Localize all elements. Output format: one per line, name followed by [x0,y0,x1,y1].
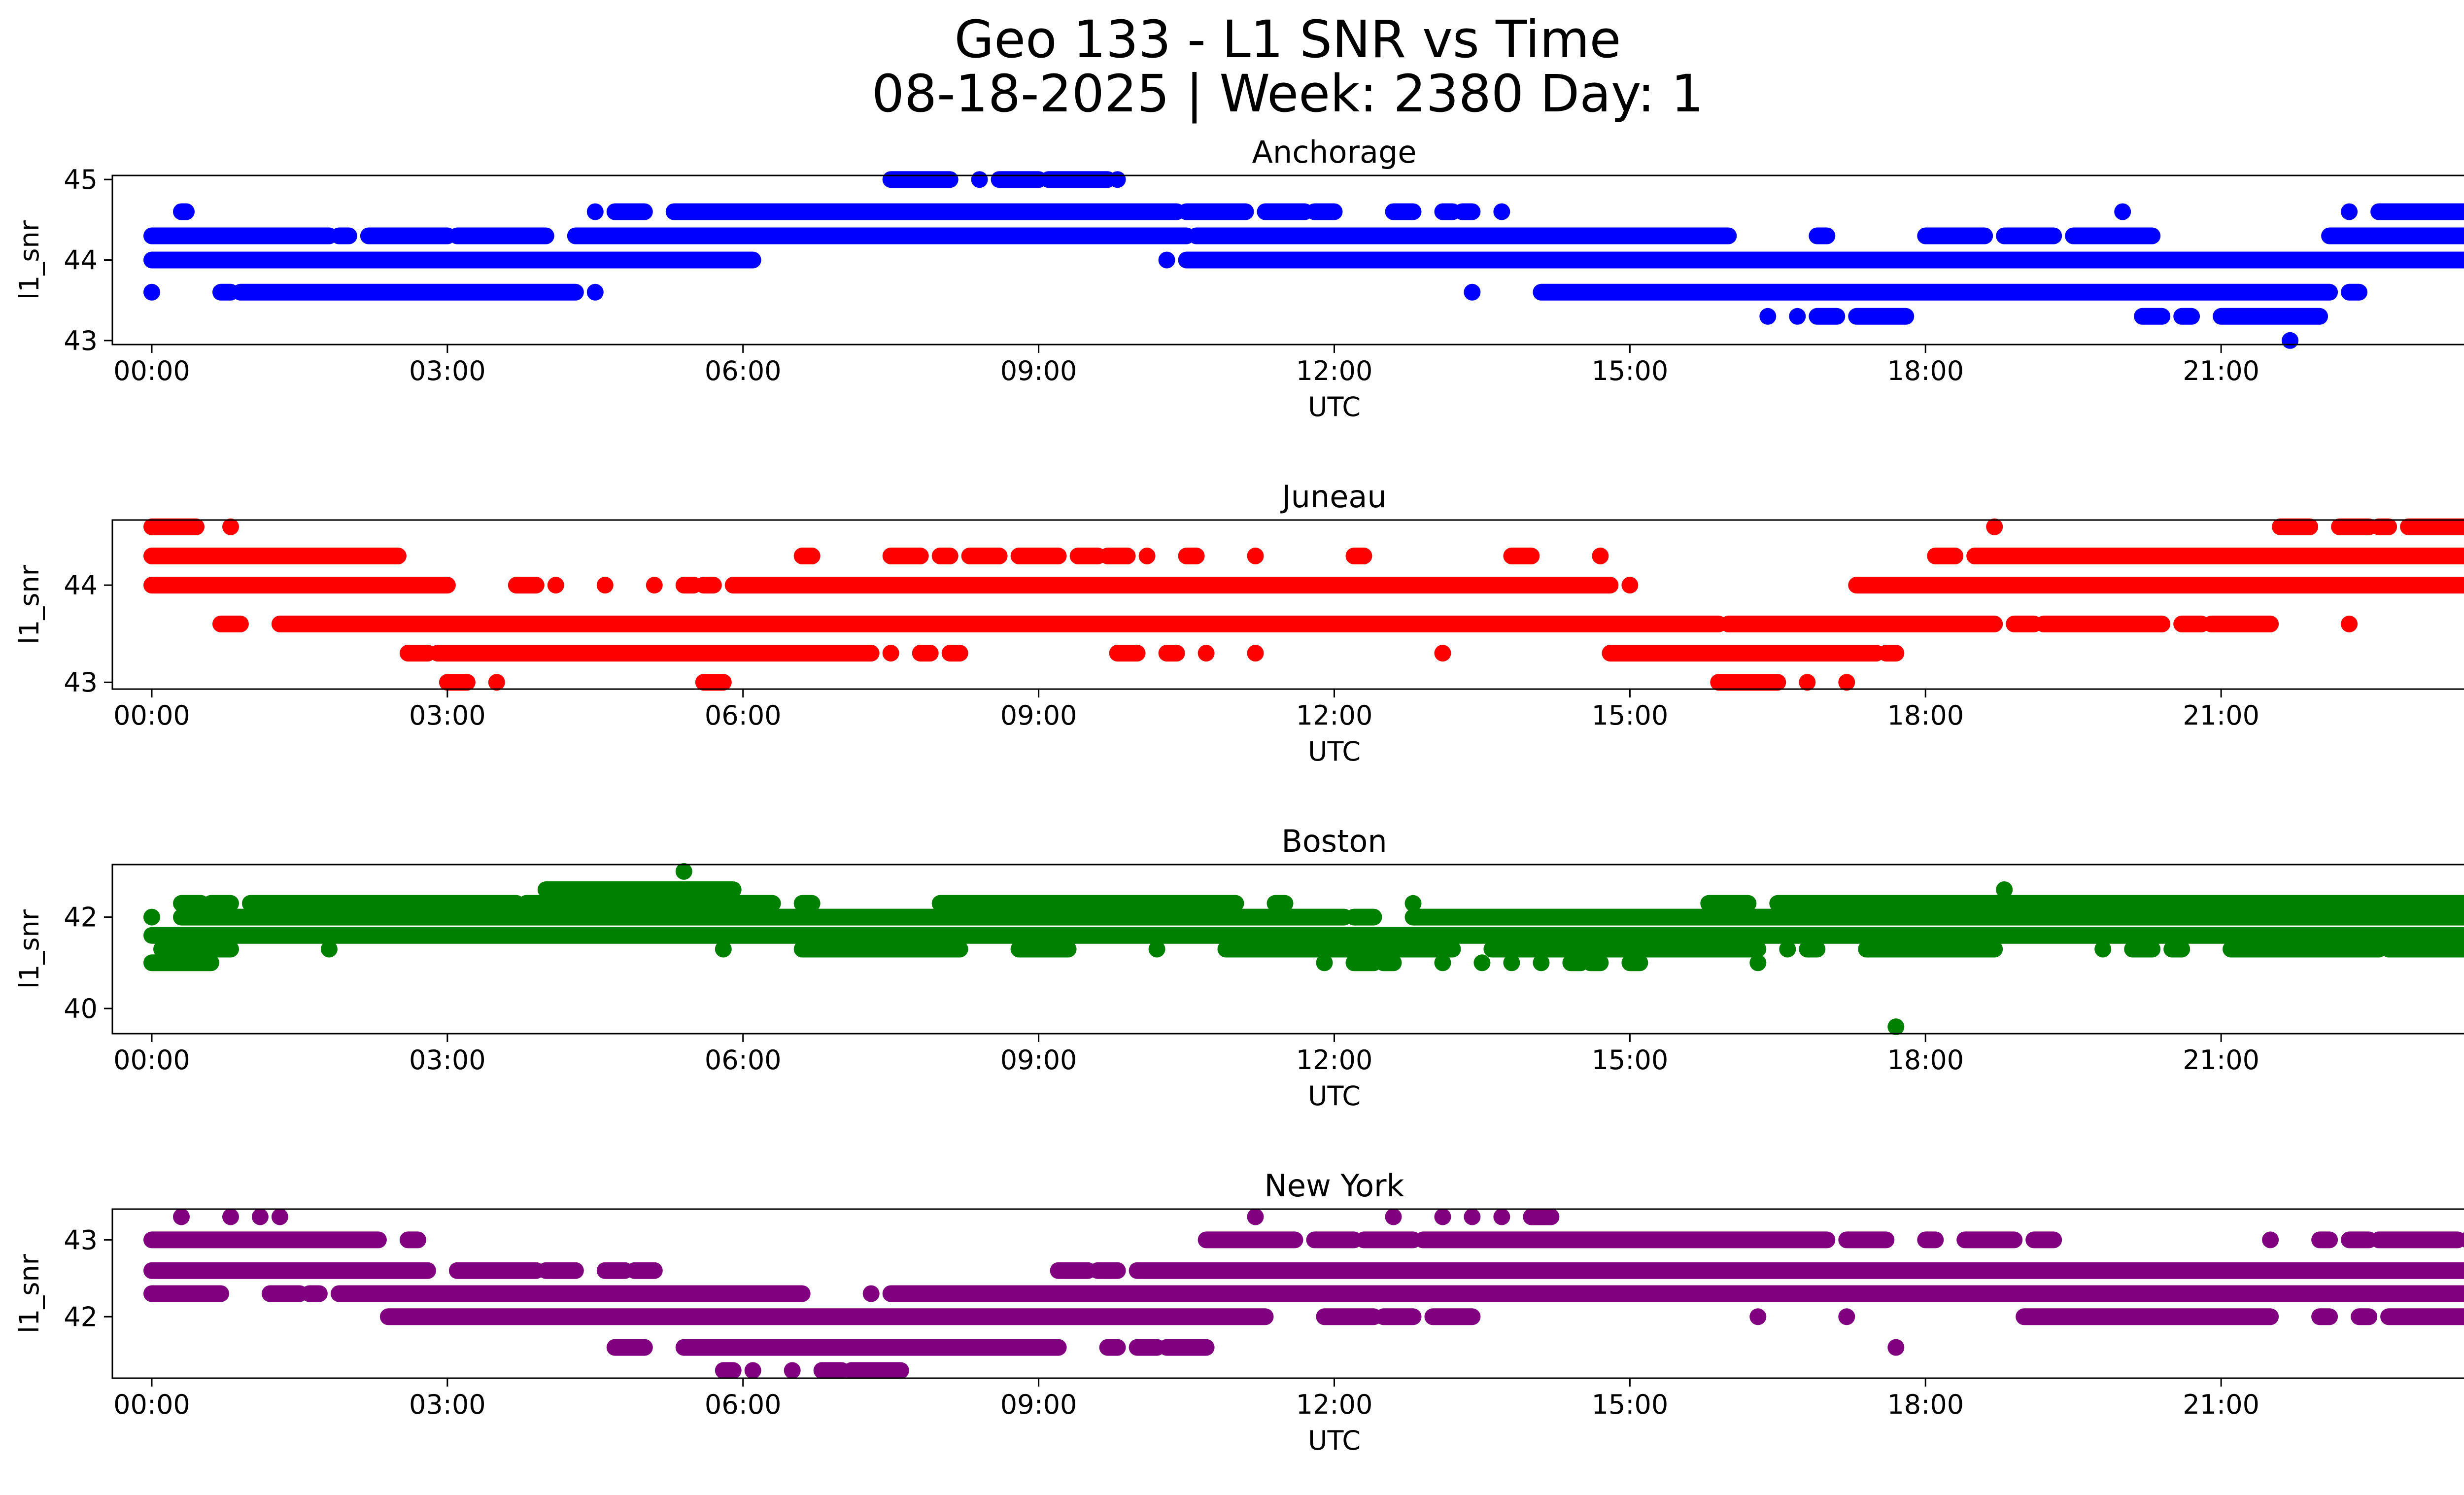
juneau-x-tick-label: 00:00 [113,700,190,731]
anchorage-x-tick-label: 03:00 [409,355,486,386]
juneau-x-tick-label: 09:00 [1000,700,1077,731]
anchorage-y-axis-label: l1_snr [14,220,45,300]
juneau-data-points [143,518,2464,691]
new-york-y-tick-label: 42 [64,1301,98,1332]
anchorage-x-tick-label: 06:00 [705,355,782,386]
anchorage-data-points [143,171,2464,349]
juneau-x-axis-label: UTC [1308,736,1361,767]
new-york-title: New York [1265,1168,1404,1204]
new-york-x-tick-label: 00:00 [113,1389,190,1420]
new-york-y-axis-label: l1_snr [14,1253,45,1333]
juneau-x-tick-label: 18:00 [1887,700,1964,731]
new-york-data-points [143,1208,2464,1379]
boston-x-tick-label: 00:00 [113,1044,190,1076]
new-york-x-tick-label: 12:00 [1296,1389,1373,1420]
boston-title: Boston [1281,823,1387,859]
boston-outlier-point-1 [1996,881,2013,898]
anchorage-outlier-point-1 [2282,332,2299,349]
anchorage-x-tick-label: 12:00 [1296,355,1373,386]
juneau-x-tick-label: 21:00 [2183,700,2259,731]
anchorage-chart: Anchorage 00:00 03:00 06:00 09:00 12:00 15:00 1… [14,134,2464,422]
boston-x-tick-label: 12:00 [1296,1044,1373,1076]
juneau-y-tick-label: 43 [64,667,98,698]
boston-x-tick-label: 18:00 [1887,1044,1964,1076]
anchorage-y-tick-label: 43 [64,325,98,356]
juneau-x-tick-label: 03:00 [409,700,486,731]
boston-x-tick-label: 03:00 [409,1044,486,1076]
juneau-axes-frame [111,519,2464,690]
juneau-x-tick-label: 12:00 [1296,700,1373,731]
figure-subtitle: 08-18-2025 | Week: 2380 Day: 1 [871,64,1704,124]
anchorage-title: Anchorage [1252,134,1416,170]
anchorage-x-tick-label: 09:00 [1000,355,1077,386]
new-york-x-tick-label: 21:00 [2183,1389,2259,1420]
new-york-chart: New York 00:00 03:00 06:00 09:00 12:00 15:00 18… [14,1168,2464,1456]
juneau-y-axis-label: l1_snr [14,564,45,644]
new-york-x-tick-label: 06:00 [705,1389,782,1420]
boston-x-tick-label: 15:00 [1592,1044,1669,1076]
boston-outlier-point-0 [675,863,692,880]
anchorage-x-tick-label: 00:00 [113,355,190,386]
figure-title: Geo 133 - L1 SNR vs Time [954,9,1621,70]
new-york-x-tick-label: 03:00 [409,1389,486,1420]
anchorage-x-tick-label: 18:00 [1887,355,1964,386]
juneau-x-tick-label: 15:00 [1592,700,1669,731]
boston-x-tick-label: 09:00 [1000,1044,1077,1076]
new-york-x-tick-label: 09:00 [1000,1389,1077,1420]
anchorage-y-tick-label: 45 [64,164,98,195]
juneau-x-tick-label: 06:00 [705,700,782,731]
boston-x-tick-label: 21:00 [2183,1044,2259,1076]
boston-x-tick-label: 06:00 [705,1044,782,1076]
new-york-y-tick-label: 43 [64,1224,98,1255]
new-york-x-axis-label: UTC [1308,1425,1361,1456]
juneau-chart: Juneau 00:00 03:00 06:00 09:00 12:00 15:00 18:0… [14,479,2464,767]
juneau-y-tick-label: 44 [64,570,98,601]
anchorage-x-tick-label: 15:00 [1592,355,1669,386]
juneau-title: Juneau [1280,479,1386,515]
anchorage-x-tick-label: 21:00 [2183,355,2259,386]
anchorage-x-axis-label: UTC [1308,391,1361,422]
boston-y-axis-label: l1_snr [14,909,45,989]
boston-x-axis-label: UTC [1308,1080,1361,1112]
boston-chart: Boston 00:00 03:00 06:00 09:00 12:00 15:00 18:0… [14,823,2464,1112]
boston-y-tick-label: 42 [64,902,98,933]
boston-data-points [143,863,2464,1036]
boston-outlier-point-2 [1887,1018,1905,1036]
boston-y-tick-label: 40 [64,993,98,1024]
new-york-x-tick-label: 18:00 [1887,1389,1964,1420]
anchorage-outlier-point-0 [143,283,160,301]
anchorage-y-tick-label: 44 [64,245,98,276]
new-york-x-tick-label: 15:00 [1592,1389,1669,1420]
